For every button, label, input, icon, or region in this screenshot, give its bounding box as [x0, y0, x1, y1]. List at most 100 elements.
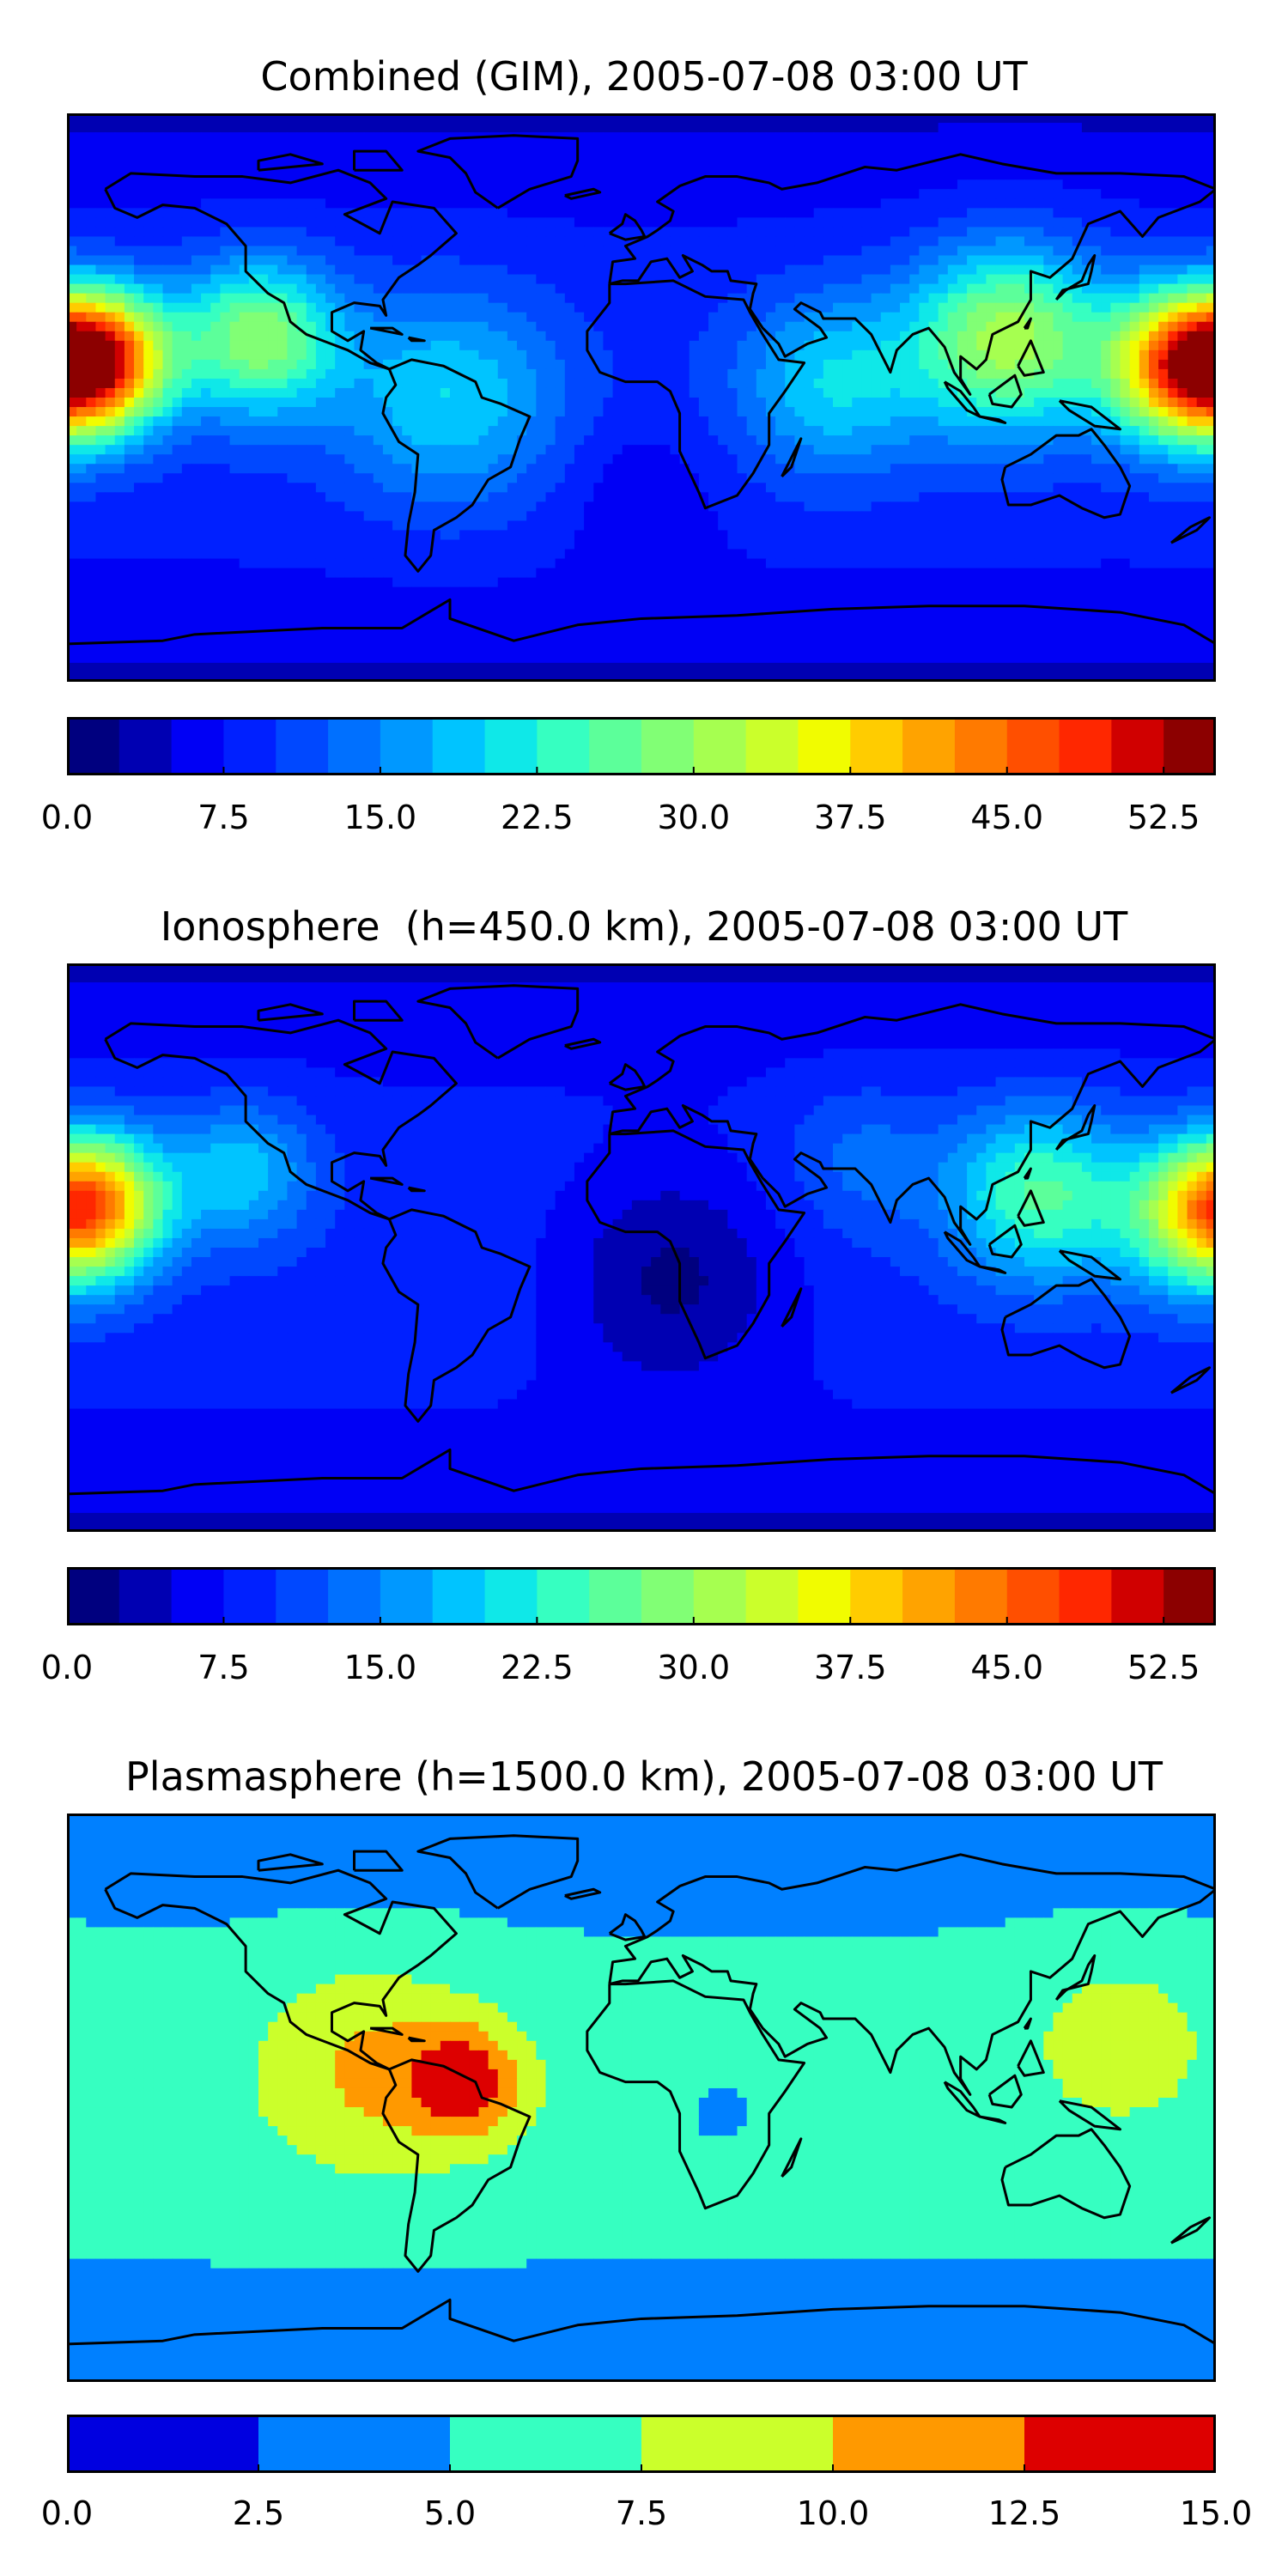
heatmap-cell	[162, 473, 173, 483]
heatmap-cell	[421, 161, 432, 171]
heatmap-cell	[746, 492, 757, 502]
heatmap-cell	[1148, 445, 1159, 455]
heatmap-cell	[890, 208, 901, 218]
heatmap-cell	[114, 161, 125, 171]
heatmap-cell	[421, 483, 432, 493]
heatmap-cell	[1148, 416, 1159, 427]
heatmap-cell	[698, 398, 709, 408]
heatmap-cell	[909, 283, 920, 295]
heatmap-cell	[478, 302, 489, 313]
heatmap-cell	[86, 161, 97, 171]
heatmap-cell	[201, 340, 211, 351]
heatmap-cell	[564, 161, 575, 171]
heatmap-cell	[440, 293, 451, 304]
heatmap-cell	[382, 349, 393, 361]
heatmap-cell	[612, 398, 623, 408]
heatmap-cell	[938, 483, 949, 493]
heatmap-cell	[497, 179, 508, 190]
heatmap-cell	[1110, 302, 1121, 313]
heatmap-cell	[947, 398, 958, 408]
heatmap-cell	[833, 161, 843, 171]
heatmap-cell	[967, 236, 977, 247]
heatmap-cell	[794, 312, 805, 323]
heatmap-cell	[765, 123, 776, 133]
heatmap-cell	[411, 435, 422, 446]
heatmap-cell	[852, 198, 863, 209]
heatmap-cell	[775, 435, 786, 446]
heatmap-cell	[689, 340, 700, 351]
heatmap-cell	[890, 293, 901, 304]
heatmap-cell	[1168, 246, 1178, 257]
heatmap-cell	[651, 501, 661, 512]
heatmap-cell	[143, 426, 154, 436]
heatmap-cell	[813, 123, 824, 133]
heatmap-cell	[986, 416, 997, 427]
heatmap-cell	[718, 445, 728, 455]
heatmap-cell	[1034, 321, 1044, 332]
heatmap-cell	[296, 198, 307, 209]
heatmap-cell	[1043, 151, 1054, 161]
heatmap-cell	[1148, 331, 1159, 342]
heatmap-cell	[1206, 264, 1216, 276]
heatmap-cell	[584, 340, 594, 351]
heatmap-cell	[1101, 246, 1111, 257]
heatmap-cell	[105, 198, 116, 209]
heatmap-cell	[526, 189, 537, 199]
heatmap-cell	[765, 445, 776, 455]
heatmap-cell	[382, 340, 393, 351]
heatmap-cell	[804, 142, 815, 152]
heatmap-cell	[536, 208, 547, 218]
heatmap-cell	[210, 179, 221, 190]
heatmap-cell	[555, 302, 566, 313]
heatmap-cell	[488, 170, 499, 180]
heatmap-cell	[919, 151, 930, 161]
heatmap-cell	[95, 227, 106, 238]
heatmap-cell	[1206, 492, 1216, 502]
heatmap-cell	[536, 387, 547, 398]
heatmap-cell	[497, 483, 508, 493]
heatmap-cell	[737, 179, 748, 190]
heatmap-cell	[756, 359, 767, 370]
heatmap-cell	[584, 179, 594, 190]
heatmap-cell	[67, 473, 77, 483]
heatmap-cell	[335, 464, 345, 474]
heatmap-cell	[861, 445, 872, 455]
heatmap-cell	[794, 407, 805, 417]
heatmap-cell	[986, 426, 997, 436]
heatmap-cell	[1072, 217, 1083, 228]
heatmap-cell	[842, 283, 853, 295]
heatmap-cell	[373, 340, 384, 351]
heatmap-cell	[584, 302, 594, 313]
heatmap-cell	[1110, 321, 1121, 332]
heatmap-cell	[469, 407, 480, 417]
heatmap-cell	[1139, 454, 1150, 465]
heatmap-cell	[555, 217, 566, 228]
heatmap-cell	[794, 492, 805, 502]
heatmap-cell	[248, 435, 259, 446]
heatmap-cell	[794, 151, 805, 161]
heatmap-cell	[612, 501, 623, 512]
heatmap-cell	[440, 331, 451, 342]
heatmap-cell	[440, 189, 451, 199]
heatmap-cell	[986, 151, 997, 161]
heatmap-cell	[555, 151, 566, 161]
heatmap-cell	[584, 132, 594, 143]
heatmap-cell	[708, 416, 719, 427]
heatmap-cell	[277, 161, 289, 171]
heatmap-cell	[1129, 473, 1140, 483]
heatmap-cell	[411, 293, 422, 304]
heatmap-cell	[564, 407, 575, 417]
heatmap-cell	[181, 189, 192, 199]
heatmap-cell	[76, 293, 87, 304]
heatmap-cell	[995, 208, 1006, 218]
heatmap-cell	[1062, 236, 1073, 247]
heatmap-cell	[651, 349, 661, 361]
heatmap-cell	[1053, 445, 1064, 455]
heatmap-cell	[469, 435, 480, 446]
heatmap-cell	[679, 198, 690, 209]
heatmap-cell	[191, 349, 202, 361]
heatmap-cell	[1072, 236, 1083, 247]
heatmap-cell	[746, 340, 757, 351]
heatmap-cell	[1014, 483, 1025, 493]
heatmap-cell	[833, 426, 843, 436]
